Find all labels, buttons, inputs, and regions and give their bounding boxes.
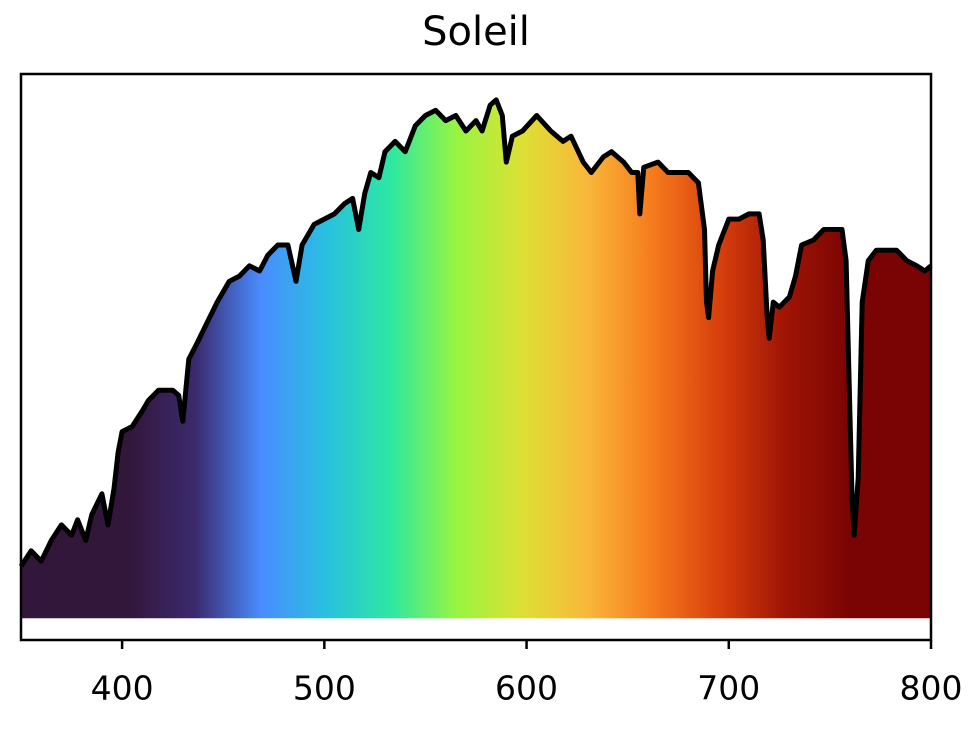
spectrum-fill	[21, 99, 931, 619]
x-tick-label: 600	[495, 669, 558, 708]
x-tick-label: 400	[91, 669, 154, 708]
plot-frame	[19, 72, 933, 642]
x-tick-label: 500	[293, 669, 356, 708]
x-tick-label: 700	[697, 669, 760, 708]
x-tick-label: 800	[900, 669, 963, 708]
chart-title: Soleil	[422, 9, 530, 55]
spectrum-line	[18, 97, 933, 568]
